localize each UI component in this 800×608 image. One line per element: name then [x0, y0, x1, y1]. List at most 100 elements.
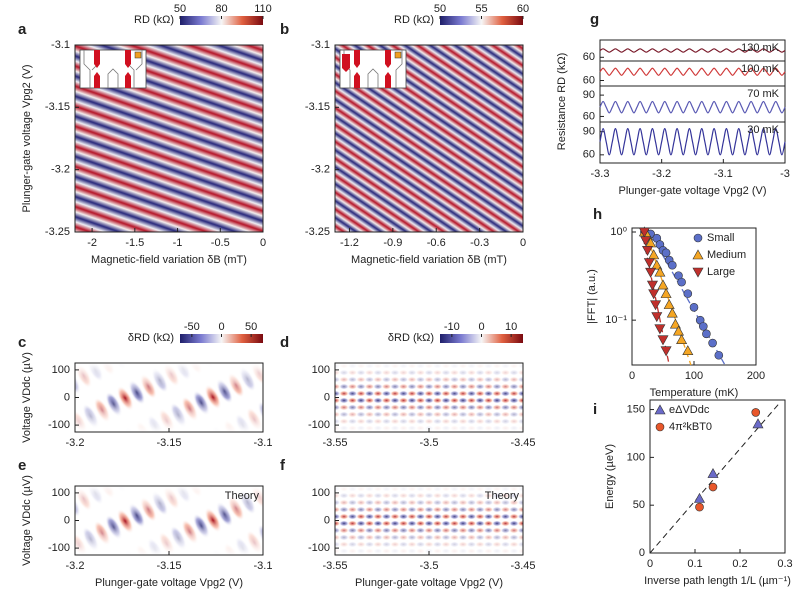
colorbar-tick-label: 0 — [218, 321, 224, 333]
x-axis-label: Plunger-gate voltage Vpg2 (V) — [619, 185, 767, 197]
heatmap-image — [75, 486, 263, 555]
legend-label: eΔVDdc — [669, 404, 710, 416]
x-tick-label: 0 — [520, 237, 526, 249]
y-axis-label: Resistance RD (kΩ) — [556, 53, 568, 150]
panel-letter: g — [590, 11, 599, 28]
legend-label: Medium — [707, 249, 746, 261]
x-tick-label: -1.2 — [340, 237, 359, 249]
marker — [657, 279, 669, 290]
panel-letter: e — [18, 457, 26, 474]
series-label: 130 mK — [741, 42, 780, 54]
x-tick-label: -2 — [87, 237, 97, 249]
x-tick-label: -1.5 — [125, 237, 144, 249]
x-axis-label: Magnetic-field variation δB (mT) — [351, 254, 507, 266]
colorbar-tick-label: 55 — [475, 3, 487, 15]
marker — [714, 350, 724, 360]
y-tick-label: 0 — [64, 514, 70, 526]
x-tick-label: -3.3 — [591, 168, 610, 180]
marker — [708, 338, 717, 348]
marker — [654, 266, 666, 277]
plot-frame — [649, 399, 786, 554]
y-tick-label: 150 — [627, 403, 645, 415]
x-tick-label: -1 — [173, 237, 183, 249]
x-axis-label: Inverse path length 1/L (µm⁻¹) — [644, 575, 791, 587]
x-tick-label: 0 — [647, 558, 653, 570]
fit-line — [649, 401, 781, 554]
marker — [672, 325, 685, 336]
y-tick-label: 90 — [583, 126, 595, 138]
marker — [667, 260, 677, 270]
colorbar-tick-label: 0 — [478, 321, 484, 333]
colorbar-tick-label: 50 — [245, 321, 257, 333]
colorbar-label: δRD (kΩ) — [128, 332, 174, 344]
y-tick-label: -3.2 — [51, 164, 70, 176]
y-tick-label: -3.1 — [311, 39, 330, 51]
panel-letter: b — [280, 21, 289, 38]
panel-letter: i — [593, 401, 597, 418]
y-tick-label: 0 — [324, 391, 330, 403]
legend-marker — [692, 249, 704, 260]
y-axis-label: |FFT| (a.u.) — [586, 269, 598, 324]
x-axis-label: Magnetic-field variation δB (mT) — [91, 254, 247, 266]
line — [599, 128, 786, 156]
y-tick-label: -3.25 — [305, 226, 330, 238]
marker — [650, 300, 662, 311]
colorbar-tick-label: -50 — [184, 321, 200, 333]
y-tick-label: 0 — [324, 514, 330, 526]
marker — [645, 267, 657, 278]
y-tick-label: -100 — [48, 542, 70, 554]
x-tick-label: -3.2 — [66, 437, 85, 449]
marker — [689, 302, 699, 312]
colorbar-tick-label: 110 — [254, 3, 272, 15]
x-tick-label: -3.1 — [254, 437, 273, 449]
marker — [660, 346, 672, 357]
panel-letter: f — [280, 457, 286, 474]
y-tick-label: 60 — [583, 74, 595, 86]
marker — [708, 482, 718, 492]
y-tick-label: -3.1 — [51, 39, 70, 51]
y-tick-label: 0 — [64, 391, 70, 403]
y-axis-label: Plunger-gate voltage Vpg2 (V) — [21, 65, 33, 213]
x-tick-label: 0 — [629, 370, 635, 382]
marker — [660, 288, 672, 298]
device-inset — [79, 49, 147, 89]
marker — [752, 418, 764, 429]
panel-letter: d — [280, 334, 289, 351]
x-tick-label: -0.3 — [470, 237, 489, 249]
x-tick-label: -3.15 — [156, 437, 181, 449]
plots: a -2 -1.5 -1 -0.5 0 Magnetic-field variation δ… — [18, 3, 793, 589]
marker — [663, 299, 675, 309]
marker — [638, 227, 650, 238]
marker — [666, 307, 678, 318]
x-tick-label: -3.15 — [156, 560, 181, 572]
x-tick-label: -3.2 — [652, 168, 671, 180]
colorbar-tick-label: 60 — [517, 3, 529, 15]
y-tick-label: 90 — [583, 89, 595, 101]
y-tick-label: 100 — [52, 487, 70, 499]
legend-label: Small — [707, 232, 735, 244]
colorbar-tick-label: 10 — [505, 321, 517, 333]
marker — [640, 236, 652, 247]
y-tick-label: 50 — [633, 499, 645, 511]
heatmap-image — [335, 486, 523, 555]
x-axis-label: Plunger-gate voltage Vpg2 (V) — [355, 577, 503, 589]
marker — [676, 334, 688, 345]
y-tick-label: 100 — [312, 364, 330, 376]
y-tick-label: 100 — [312, 487, 330, 499]
x-tick-label: -3.45 — [510, 560, 535, 572]
marker — [677, 277, 686, 287]
legend-marker — [692, 267, 704, 278]
x-tick-label: -0.5 — [211, 237, 230, 249]
legend-label: Large — [707, 266, 735, 278]
colorbar-tick-label: -10 — [444, 321, 460, 333]
x-tick-label: 200 — [747, 370, 765, 382]
line — [599, 48, 786, 53]
marker — [651, 312, 663, 323]
marker — [643, 258, 655, 269]
series-label: 70 mK — [747, 88, 779, 100]
heatmap-image — [335, 363, 523, 432]
y-tick-label: 60 — [583, 110, 595, 122]
colorbar — [440, 334, 523, 343]
y-tick-label: 0 — [639, 547, 645, 559]
